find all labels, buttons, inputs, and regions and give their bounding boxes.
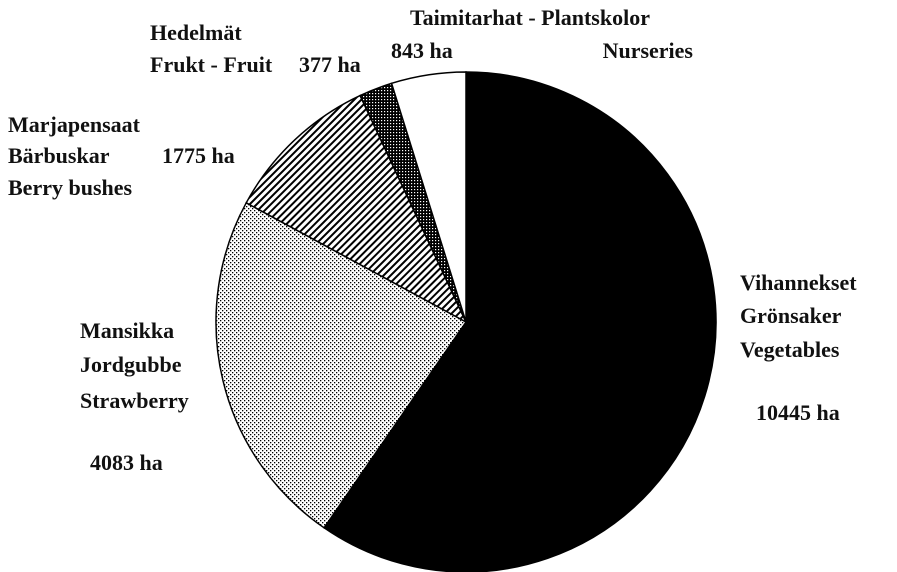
slice-label: Berry bushes <box>8 175 133 200</box>
value-label: 1775 ha <box>162 143 235 168</box>
slice-label: Strawberry <box>80 388 189 413</box>
pie-slice <box>245 94 468 324</box>
value-label: 843 ha <box>391 38 453 63</box>
pie-slice <box>215 201 468 529</box>
slice-label: Frukt - Fruit <box>150 52 273 77</box>
value-label: 10445 ha <box>756 400 840 425</box>
slice-label: Vegetables <box>740 337 840 362</box>
pie-slice <box>390 71 467 323</box>
slice-label: Marjapensaat <box>8 112 141 137</box>
value-label: 377 ha <box>299 52 361 77</box>
slice-label: Nurseries <box>603 38 694 63</box>
value-label: 4083 ha <box>90 450 163 475</box>
slice-label: Vihannekset <box>740 270 857 295</box>
slice-label: Jordgubbe <box>80 352 182 377</box>
slice-label: Mansikka <box>80 318 174 343</box>
slice-label: Grönsaker <box>740 303 842 328</box>
slice-label: Taimitarhat - Plantskolor <box>410 5 650 30</box>
slice-label: Bärbuskar <box>8 143 110 168</box>
slice-label: Hedelmät <box>150 20 242 45</box>
